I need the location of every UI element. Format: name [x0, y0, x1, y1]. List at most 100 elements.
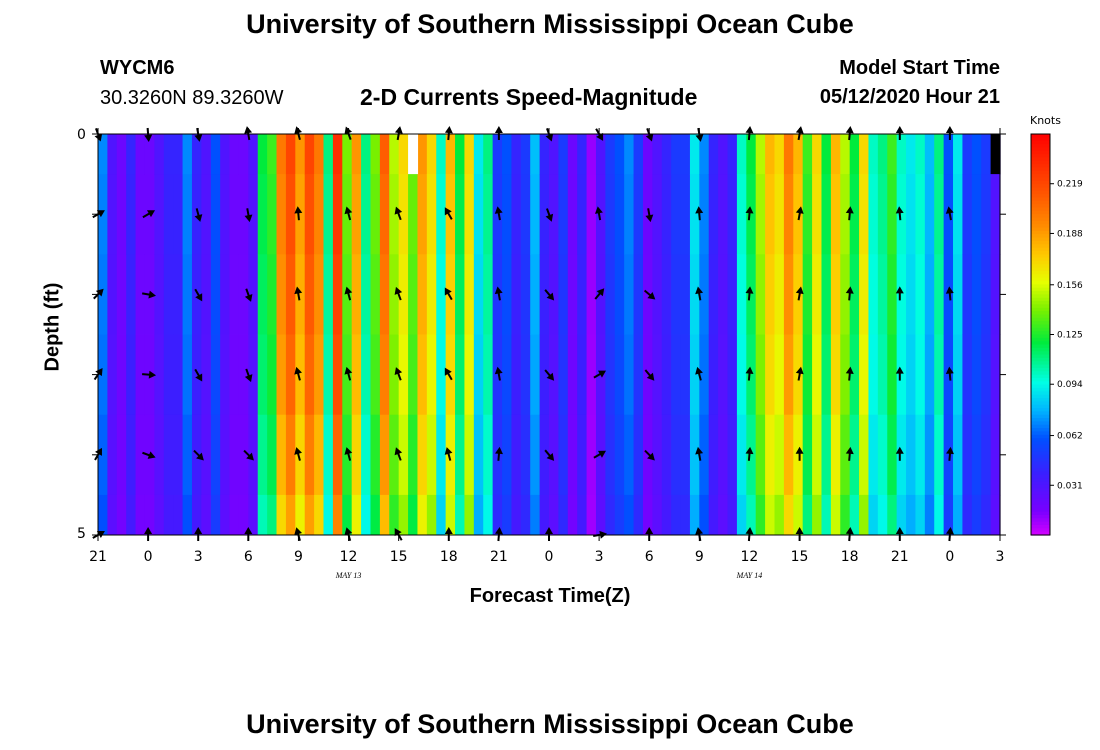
heatmap-cell — [934, 174, 945, 255]
arrow-head — [795, 286, 804, 295]
heatmap-cell — [173, 174, 184, 255]
heatmap-cell — [163, 334, 174, 416]
heatmap-cell — [323, 414, 334, 496]
heatmap-cell — [595, 174, 606, 255]
heatmap-cell — [295, 494, 306, 536]
colorbar-tick-label: 0.031 — [1057, 481, 1083, 491]
arrow-head — [645, 527, 654, 534]
heatmap-cell — [765, 174, 776, 255]
heatmap-cell — [868, 174, 879, 255]
current-vector-arrow — [644, 449, 655, 461]
current-vector-arrow — [494, 366, 503, 381]
current-vector-arrow — [645, 208, 654, 223]
heatmap-cell — [332, 254, 343, 335]
heatmap-cell — [793, 414, 804, 496]
current-vector-arrow — [243, 449, 254, 461]
heatmap-cell — [370, 174, 381, 255]
heatmap-cell — [220, 254, 231, 335]
heatmap-cell — [755, 494, 766, 536]
heatmap-cell — [971, 334, 982, 416]
heatmap-cell — [126, 414, 137, 496]
colorbar-segment — [1031, 508, 1050, 513]
current-vector-arrow — [593, 370, 607, 379]
colorbar-segment — [1031, 167, 1050, 172]
heatmap-cell — [671, 254, 682, 335]
heatmap-cell — [530, 414, 541, 496]
heatmap-cell — [896, 134, 907, 175]
heatmap-cell — [314, 334, 325, 416]
heatmap-cell — [304, 174, 315, 255]
heatmap-cell — [755, 414, 766, 496]
heatmap-cell — [755, 174, 766, 255]
heatmap-cell — [924, 254, 935, 335]
heatmap-cell — [671, 174, 682, 255]
arrow-head — [444, 207, 452, 216]
heatmap-cell — [342, 254, 353, 335]
heatmap-cell — [981, 134, 992, 175]
heatmap-cell — [267, 174, 278, 255]
arrow-head — [444, 447, 453, 455]
colorbar-segment — [1031, 494, 1050, 499]
heatmap-cell — [953, 414, 964, 496]
heatmap-cell — [812, 174, 823, 255]
heatmap-cell — [558, 174, 569, 255]
heatmap-cell — [962, 414, 973, 496]
heatmap-cell — [774, 174, 785, 255]
arrow-head — [695, 527, 704, 535]
heatmap-cell — [642, 174, 653, 255]
heatmap-cell — [520, 174, 531, 255]
colorbar-segment — [1031, 197, 1050, 202]
heatmap-cell — [614, 174, 625, 255]
heatmap-cell — [765, 494, 776, 536]
heatmap-cell — [652, 134, 663, 175]
current-vector-arrow — [194, 208, 203, 222]
heatmap-cell — [718, 334, 729, 416]
heatmap-cell — [163, 254, 174, 335]
colorbar-segment — [1031, 454, 1050, 459]
colorbar-segment — [1031, 464, 1050, 469]
heatmap-cell — [718, 254, 729, 335]
arrow-head — [895, 286, 904, 294]
heatmap-cell — [633, 494, 644, 536]
current-vector-arrow — [544, 289, 555, 301]
arrow-head — [344, 447, 353, 455]
current-vector-arrow — [394, 286, 403, 301]
heatmap-cell — [718, 414, 729, 496]
colorbar-segment — [1031, 160, 1050, 165]
heatmap-cell — [896, 174, 907, 255]
heatmap-cell — [830, 174, 841, 255]
heatmap-cell — [248, 414, 259, 496]
heatmap-cell — [934, 414, 945, 496]
colorbar-segment — [1031, 468, 1050, 473]
arrow-head — [745, 286, 754, 294]
current-vector-arrow — [594, 206, 603, 221]
heatmap-cell — [586, 414, 597, 496]
heatmap-cell — [210, 254, 221, 335]
colorbar-segment — [1031, 217, 1050, 222]
heatmap-cell — [464, 414, 475, 496]
heatmap-cell — [220, 334, 231, 416]
arrow-head — [745, 527, 754, 535]
heatmap-cell — [699, 494, 710, 536]
heatmap-cell — [642, 494, 653, 536]
chart-axes: 21 0 3 6 9 12 15 18 21 0 3 6 9 12 15 18 21 0 3 MAY 13 MAY 14 — [89, 128, 1006, 580]
heatmap-cell — [323, 174, 334, 255]
heatmap-cell — [652, 334, 663, 416]
arrow-head — [545, 527, 553, 534]
arrow-head — [144, 527, 153, 534]
heatmap-cell — [473, 174, 484, 255]
heatmap-cell — [821, 134, 832, 175]
colorbar-segment — [1031, 384, 1050, 389]
heatmap-cell — [783, 134, 794, 175]
heatmap-cell — [276, 334, 287, 416]
colorbar-segment — [1031, 521, 1050, 526]
heatmap-cell — [661, 174, 672, 255]
heatmap-cell — [530, 334, 541, 416]
heatmap-cell — [990, 334, 1001, 416]
heatmap-cell — [126, 174, 137, 255]
heatmap-cell — [821, 254, 832, 335]
heatmap-cell — [201, 134, 212, 175]
colorbar-segment — [1031, 220, 1050, 225]
heatmap-cell — [492, 134, 503, 175]
colorbar-segment — [1031, 140, 1050, 145]
